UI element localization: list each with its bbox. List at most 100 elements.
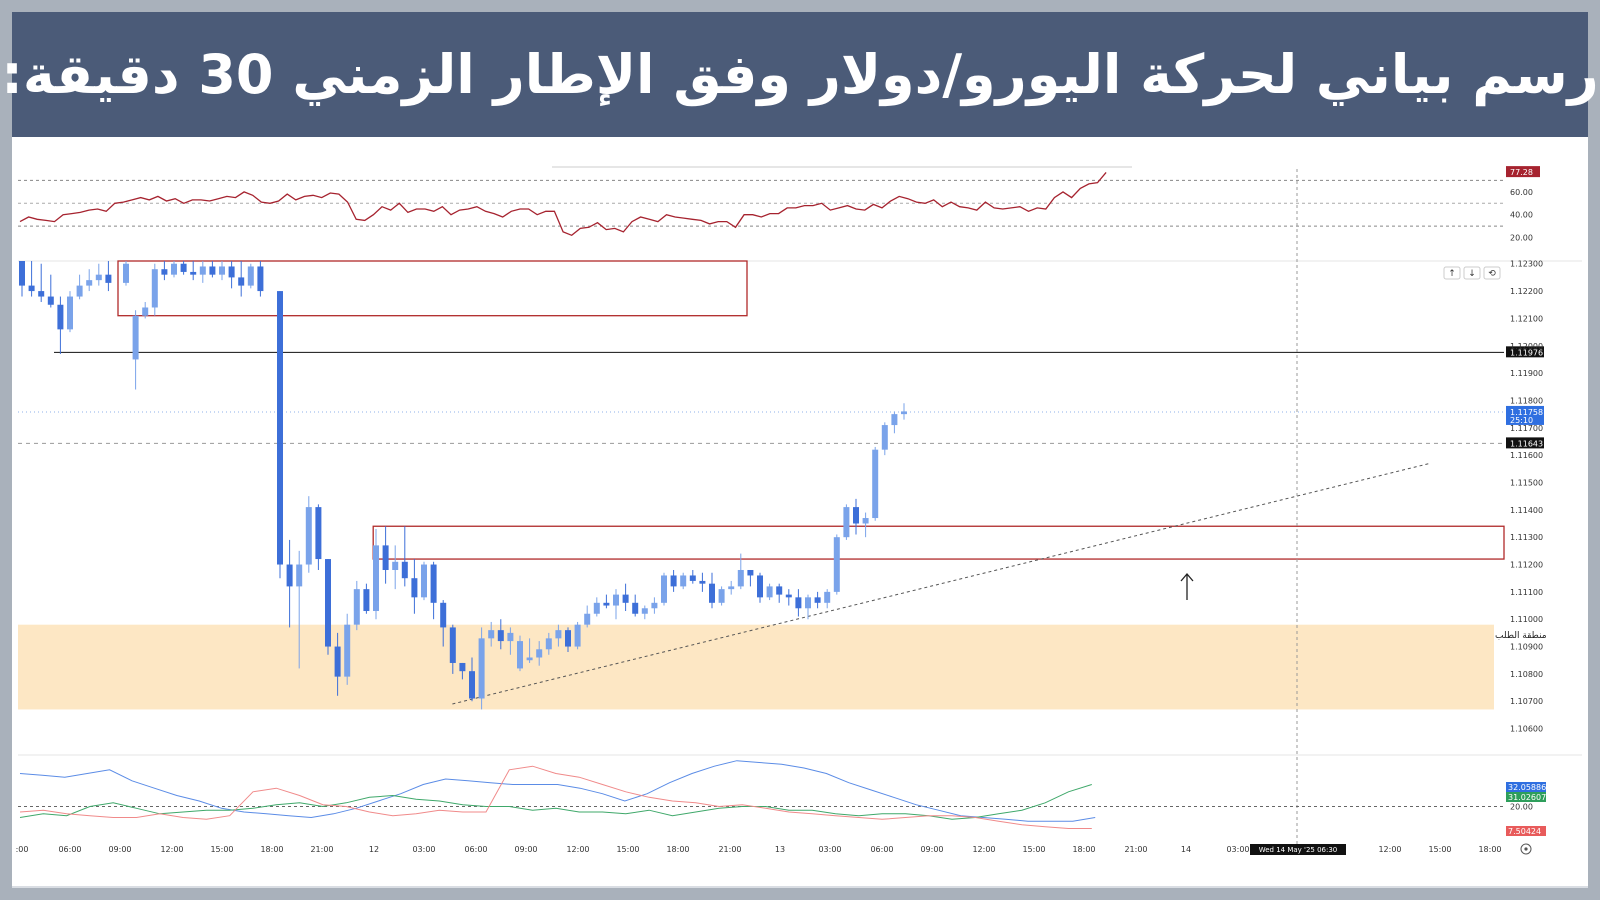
time-tick-label: 21:00 <box>1124 845 1147 854</box>
candle-body <box>363 589 370 612</box>
arrow-down-icon: ↓ <box>1468 269 1476 279</box>
candle-body <box>228 266 235 278</box>
candle-body <box>296 564 303 587</box>
candle-body <box>901 411 907 415</box>
candle-body <box>478 638 485 699</box>
candle-body <box>766 586 773 598</box>
candle-body <box>47 296 54 305</box>
countdown-text: 25:10 <box>1510 416 1533 425</box>
candle-body <box>517 641 523 669</box>
candle-body <box>411 578 418 598</box>
candle-body <box>67 296 73 330</box>
candle-body <box>805 597 811 609</box>
price-tick-label: 1.10600 <box>1510 725 1543 734</box>
candle-body <box>57 304 64 330</box>
candle-body <box>737 569 744 587</box>
chart-area[interactable]: 60.00 40.00 20.00 77.28 1.11976 1.11643 1.1175… <box>12 149 1588 886</box>
candle-body <box>277 291 283 565</box>
time-tick-label: 13 <box>775 845 785 854</box>
candle-body <box>344 624 351 677</box>
price-tick-label: 1.11000 <box>1510 615 1543 624</box>
candle-body <box>86 280 93 286</box>
candle-body <box>689 575 696 581</box>
candle-body <box>718 589 725 603</box>
rsi-panel <box>18 166 1582 262</box>
candle-body <box>574 624 581 647</box>
candle-body <box>526 657 533 661</box>
reset-icon-frame <box>1483 266 1501 280</box>
candle-body <box>199 266 206 275</box>
adx-current-value: 32.05886 <box>1508 783 1546 792</box>
price-tick-label: 1.11500 <box>1510 478 1543 487</box>
time-tick-label: 18:00 <box>666 845 689 854</box>
arrow-up-icon-frame <box>1443 266 1461 280</box>
supply-box <box>372 525 1505 560</box>
candle-body <box>699 580 706 584</box>
candle-body <box>123 263 129 283</box>
adx-current-value: 31.02607 <box>1508 793 1546 802</box>
candle-body <box>334 646 341 677</box>
candle-body <box>776 586 783 595</box>
candle-body <box>76 285 83 297</box>
price-tick-label: 1.12300 <box>1510 260 1543 269</box>
candle-body <box>593 602 600 614</box>
candle-body <box>603 602 610 606</box>
price-tick-label: 1.11800 <box>1510 396 1543 405</box>
price-panel <box>18 169 1505 844</box>
time-tick-label: 14 <box>1181 845 1191 854</box>
candle-body <box>565 630 571 647</box>
price-badge-text: 1.11976 <box>1510 348 1543 357</box>
candle-body <box>469 671 475 699</box>
candle-body <box>862 518 869 524</box>
time-tick-label: 06:00 <box>58 845 81 854</box>
time-tick-label: 06:00 <box>464 845 487 854</box>
demand-zone-label: منطقة الطلب <box>1495 631 1547 641</box>
candle-body <box>171 263 177 275</box>
rsi-tick-label: 20.00 <box>1510 234 1533 243</box>
price-badge <box>1506 405 1544 425</box>
time-tick-label: 21:00 <box>310 845 333 854</box>
time-tick-label: 15:00 <box>1022 845 1045 854</box>
candle-body <box>622 594 629 603</box>
supply-box <box>117 260 748 317</box>
candle-body <box>881 425 888 450</box>
candle-body <box>421 564 427 598</box>
candle-body <box>507 632 514 642</box>
price-badge <box>1506 346 1544 358</box>
candle-body <box>584 613 591 625</box>
crosshair-time-label: Wed 14 May '25 06:30 <box>1259 846 1338 854</box>
price-badge-text: 1.11643 <box>1510 439 1543 448</box>
candle-body <box>891 414 898 426</box>
reset-icon: ⟲ <box>1488 269 1496 279</box>
time-tick-label: 03:00 <box>412 845 435 854</box>
price-axis: 60.00 40.00 20.00 77.28 1.11976 1.11643 1.1175… <box>1506 166 1546 836</box>
candle-body <box>440 602 447 628</box>
arrow-up-icon: ↑ <box>1448 269 1456 279</box>
up-arrow-head <box>1180 573 1194 582</box>
price-tick-label: 1.11200 <box>1510 561 1543 570</box>
candle-body <box>670 575 677 587</box>
rsi-line <box>19 171 1107 237</box>
candle-body <box>497 630 504 642</box>
candle-body <box>219 266 225 275</box>
candle-body <box>180 263 187 272</box>
time-tick-label: 18:00 <box>1072 845 1095 854</box>
candle-body <box>661 575 667 603</box>
screenshot-frame: رسم بياني لحركة اليورو/دولار وفق الإطار … <box>1 12 1599 888</box>
candle-body <box>555 630 562 639</box>
candle-body <box>305 507 312 565</box>
candle-body <box>19 261 25 286</box>
banner-title: رسم بياني لحركة اليورو/دولار وفق الإطار … <box>1 43 1599 106</box>
price-badge-text: 1.11758 <box>1510 408 1543 417</box>
time-tick-label: :00 <box>16 845 29 854</box>
candle-body <box>209 266 216 275</box>
price-tick-label: 1.11400 <box>1510 506 1543 515</box>
time-tick-label: 12:00 <box>1378 845 1401 854</box>
time-tick-label: 15:00 <box>210 845 233 854</box>
candle-body <box>161 269 168 275</box>
adx-current-badge <box>1506 826 1546 836</box>
candle-body <box>373 545 379 612</box>
candle-body <box>382 545 389 570</box>
adx-current-badge <box>1506 782 1546 792</box>
arrow-down-icon-frame <box>1463 266 1481 280</box>
